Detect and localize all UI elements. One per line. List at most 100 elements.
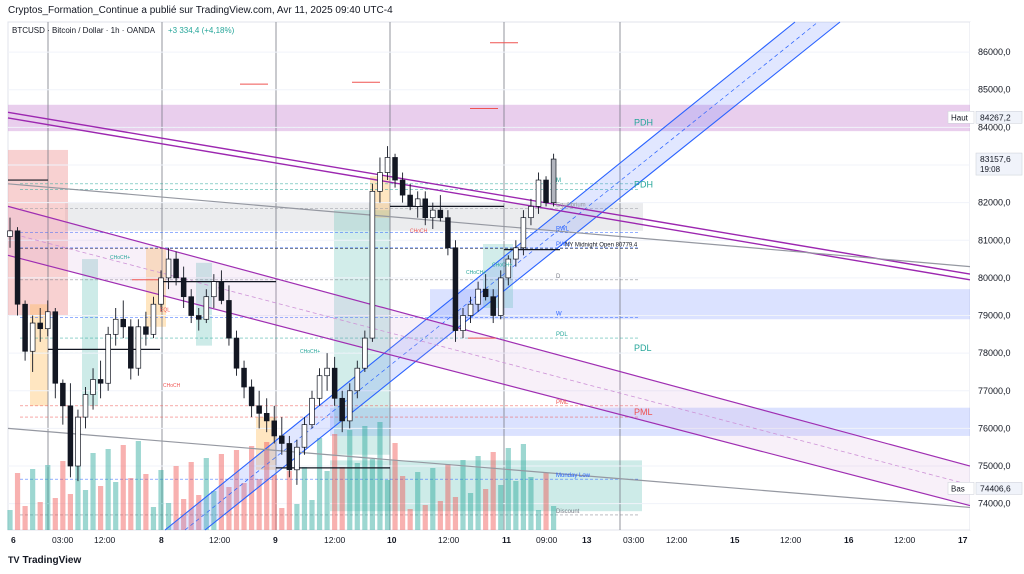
x-tick-label: 8 [159,535,164,545]
level-label: Equilibrium [556,202,586,208]
candle-body [29,322,36,352]
x-tick-label: 13 [582,535,592,545]
x-tick-label: 12:00 [209,535,231,545]
y-tick-label: 78000,0 [978,348,1011,358]
candle-body [97,379,104,384]
volume-bar [460,460,466,530]
rising-channel-top [164,21,796,531]
price-tag-value: 83157,6 [980,154,1011,164]
y-tick-label: 80000,0 [978,273,1011,283]
level-label: M [556,178,561,184]
level-label: W [556,311,562,317]
discount-zone [330,460,642,512]
channels-layer [7,21,971,531]
volume-bar [430,468,436,530]
candle-body [339,397,345,422]
x-tick-label: 12:00 [780,535,802,545]
level-label: PML [634,407,653,417]
candle-body [399,179,406,196]
y-tick-label: 81000,0 [978,235,1011,245]
candle-body [309,397,315,425]
price-tag-value: 84267,2 [980,112,1011,122]
volume-bar [128,478,134,530]
volume-bar [271,475,277,530]
candle-body [437,209,444,219]
candle-body [490,296,496,316]
volume-bar [203,458,209,530]
volume-bar [158,470,164,530]
candle-body [407,194,413,207]
volume-bar [498,485,504,530]
volume-bar [60,461,66,530]
tradingview-logo[interactable]: TV TradingView [8,555,81,566]
candle-body [52,311,59,384]
tv-logo-icon: TV [8,555,20,565]
level-label: PWL [556,227,570,233]
candle-body [324,367,330,377]
candle-body [150,303,157,335]
candle-body [316,375,323,399]
volume-bar [188,462,194,530]
price-tag-label-box [947,111,975,124]
structure-label: CHoCH+ [492,263,512,269]
x-tick-label: 16 [844,535,854,545]
structure-label: CHoCH+ [300,349,320,355]
brand-label: TradingView [22,555,82,566]
axes-layer: 86000,085000,084000,083000,082000,081000… [11,22,1024,545]
candle-body [445,217,451,249]
candle-body [128,326,134,369]
volume-bar [354,463,360,530]
volume-bar [218,454,224,530]
volume-layer [7,422,557,530]
premium-zone [8,104,970,132]
candle-body [347,390,353,422]
candle-body [7,230,13,237]
rising-channel-bottom [204,21,841,531]
volume-bar [445,464,451,530]
candle-body [301,424,308,448]
x-tick-label: 12:00 [894,535,916,545]
volume-bar [82,490,89,530]
price-axis [970,22,1024,530]
candle-body [188,296,194,316]
y-tick-label: 79000,0 [978,311,1011,321]
candle-body [331,367,338,399]
x-tick-label: 09:00 [536,535,558,545]
volume-bar [120,445,126,530]
candle-body [392,157,398,181]
volume-bar [264,442,270,530]
level-label: NY Midnight Open 80779.4 [565,243,638,249]
volume-bar [377,422,383,530]
volume-bar [143,474,149,530]
y-tick-label: 76000,0 [978,423,1011,433]
candle-body [196,315,202,320]
candle-body [120,318,126,328]
candle-body [248,386,255,407]
level-label: Discount [556,509,580,515]
volume-bar [294,504,300,530]
x-tick-label: 03:00 [623,535,645,545]
x-tick-label: 9 [273,535,278,545]
x-tick-label: 10 [387,535,397,545]
candle-body [233,337,240,369]
volume-bar [347,430,353,530]
candle-body [143,326,149,335]
volume-bar [483,489,489,530]
candle-body [414,198,421,207]
volume-bar [407,509,413,530]
grey-trendline [7,183,971,268]
candle-body [82,394,89,418]
volume-bar [513,481,519,530]
x-tick-label: 12:00 [438,535,460,545]
x-tick-label: 11 [502,535,511,545]
y-tick-label: 82000,0 [978,198,1011,208]
level-label: PDL [634,343,652,353]
volume-bar [241,483,247,530]
structure-label: CHoCH+ [466,270,486,276]
candle-body [535,179,542,207]
candle-body [112,318,119,335]
price-tag-box [975,152,1023,176]
volume-bar [45,465,51,530]
volume-bar [30,469,36,530]
